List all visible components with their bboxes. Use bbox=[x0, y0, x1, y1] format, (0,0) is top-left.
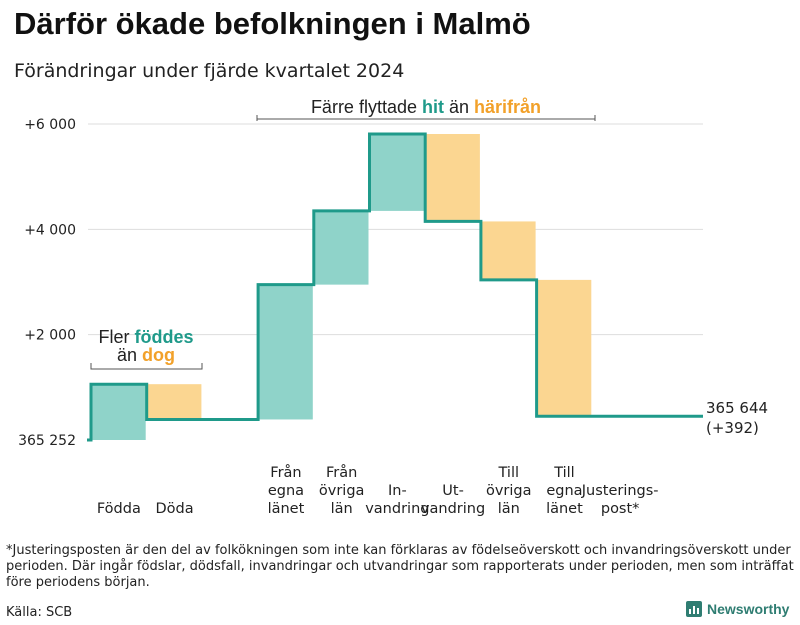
births-annotation-highlight: föddes bbox=[134, 327, 193, 347]
category-label-4-1: övriga bbox=[319, 483, 365, 499]
category-label-4-0: Från bbox=[326, 464, 357, 481]
y-tick-label-0: +6 000 bbox=[24, 117, 76, 133]
chart-subtitle: Förändringar under fjärde kvartalet 2024 bbox=[14, 60, 405, 82]
category-label-5-0: In- bbox=[388, 483, 407, 499]
migration-annotation-hit: hit bbox=[422, 97, 444, 117]
category-label-6-0: Ut- bbox=[442, 483, 464, 499]
migration-annotation-harifran: härifrån bbox=[474, 97, 541, 117]
births-annotation-prefix: Fler bbox=[98, 327, 134, 347]
category-label-3-0: Från bbox=[270, 464, 301, 481]
category-label-7-2: län bbox=[498, 501, 520, 517]
births-bracket bbox=[90, 363, 203, 370]
waterfall-chart: +6 000 +4 000 +2 000 365 252 Födda Döda Från eg… bbox=[18, 97, 768, 517]
bar-5 bbox=[369, 134, 425, 211]
brand-name: Newsworthy bbox=[707, 601, 790, 617]
logo-icon bbox=[686, 601, 702, 617]
step-line bbox=[87, 132, 703, 442]
births-annotation-line2: än dog bbox=[117, 345, 175, 365]
category-label-8-1: egna bbox=[546, 483, 582, 499]
footnote: *Justeringsposten är den del av folkökni… bbox=[6, 543, 794, 590]
category-label-6-1: vandring bbox=[421, 501, 485, 517]
end-change-label: (+392) bbox=[706, 419, 759, 437]
category-label-3-2: länet bbox=[268, 501, 305, 517]
category-label-1-0: Döda bbox=[155, 501, 193, 517]
births-annotation-line1: Fler föddes bbox=[98, 327, 193, 347]
category-label-3-1: egna bbox=[268, 483, 304, 499]
category-label-8-0: Till bbox=[553, 465, 575, 481]
end-value-label: 365 644 bbox=[706, 399, 768, 417]
category-label-7-0: Till bbox=[498, 465, 520, 481]
category-label-5-1: vandring bbox=[365, 501, 429, 517]
category-label-9-1: post* bbox=[601, 501, 640, 517]
bar-8 bbox=[536, 279, 592, 417]
deaths-annotation-highlight: dog bbox=[142, 345, 175, 365]
y-tick-label-1: +4 000 bbox=[24, 222, 76, 238]
source-label: Källa: SCB bbox=[6, 605, 73, 620]
y-baseline-label: 365 252 bbox=[18, 433, 76, 449]
bar-3 bbox=[258, 284, 313, 420]
bar-0 bbox=[91, 384, 146, 440]
category-label-0-0: Födda bbox=[97, 501, 141, 517]
bar-4 bbox=[313, 210, 369, 285]
migration-bracket bbox=[256, 115, 596, 121]
chart-title: Därför ökade befolkningen i Malmö bbox=[14, 6, 531, 41]
category-label-4-2: län bbox=[331, 501, 353, 517]
migration-annotation-mid: än bbox=[444, 97, 474, 117]
bar-7 bbox=[480, 221, 536, 280]
y-tick-label-2: +2 000 bbox=[24, 328, 76, 344]
migration-annotation: Färre flyttade hit än härifrån bbox=[311, 97, 541, 117]
newsworthy-logo: Newsworthy bbox=[686, 601, 789, 617]
bar-1 bbox=[146, 384, 202, 420]
migration-annotation-prefix: Färre flyttade bbox=[311, 97, 422, 117]
deaths-annotation-prefix: än bbox=[117, 345, 142, 365]
bar-6 bbox=[425, 134, 480, 222]
category-label-8-2: länet bbox=[546, 501, 583, 517]
category-label-9-0: Justerings- bbox=[581, 483, 659, 499]
category-label-7-1: övriga bbox=[486, 483, 532, 499]
